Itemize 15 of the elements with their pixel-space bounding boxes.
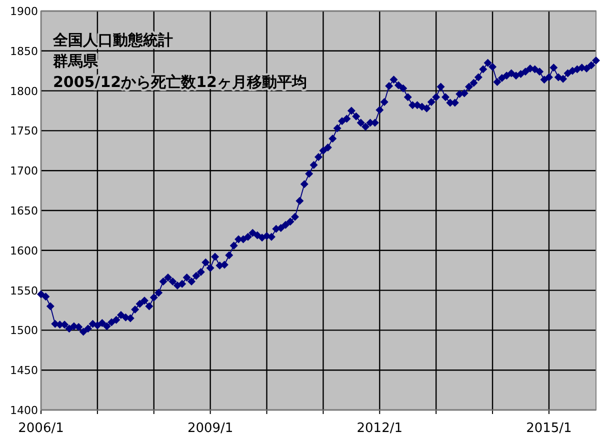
y-tick-label: 1600 [10,244,38,258]
x-tick-label: 2009/1 [187,421,234,436]
x-tick-label: 2006/1 [18,421,64,436]
x-tick-label: 2012/1 [356,421,403,436]
y-tick-label: 1900 [10,5,38,18]
x-tick-label: 2015/1 [526,421,572,436]
y-tick-label: 1400 [10,404,38,417]
y-tick-label: 1700 [10,164,38,178]
y-tick-label: 1850 [10,44,38,58]
y-tick-label: 1550 [10,284,38,298]
y-tick-label: 1450 [10,364,38,378]
y-tick-label: 1750 [10,124,38,138]
y-tick-label: 1800 [10,84,38,98]
y-tick-label: 1500 [10,324,38,338]
y-tick-label: 1650 [10,204,38,218]
